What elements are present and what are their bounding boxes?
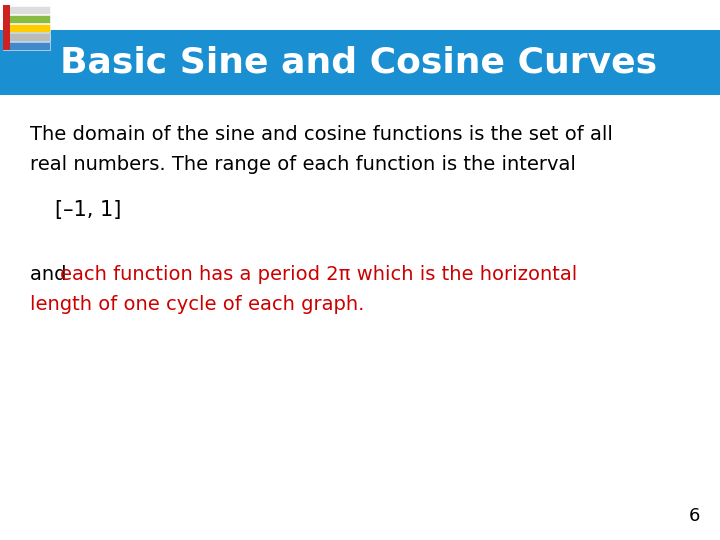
Bar (3, 24, 50, 32)
Text: [–1, 1]: [–1, 1] (55, 200, 122, 220)
Text: length of one cycle of each graph.: length of one cycle of each graph. (30, 295, 364, 314)
Bar (3, 15, 50, 23)
Bar (3, 6, 50, 14)
Text: The domain of the sine and cosine functions is the set of all: The domain of the sine and cosine functi… (30, 125, 613, 144)
Bar (3, 42, 50, 50)
Text: and: and (30, 265, 73, 284)
Bar (3, 33, 50, 41)
Text: 6: 6 (688, 507, 700, 525)
Text: each function has a period 2π which is the horizontal: each function has a period 2π which is t… (60, 265, 577, 284)
Bar (0, 30, 720, 95)
Bar (3, 5, 10, 50)
Text: real numbers. The range of each function is the interval: real numbers. The range of each function… (30, 155, 576, 174)
Text: Basic Sine and Cosine Curves: Basic Sine and Cosine Curves (60, 45, 657, 79)
